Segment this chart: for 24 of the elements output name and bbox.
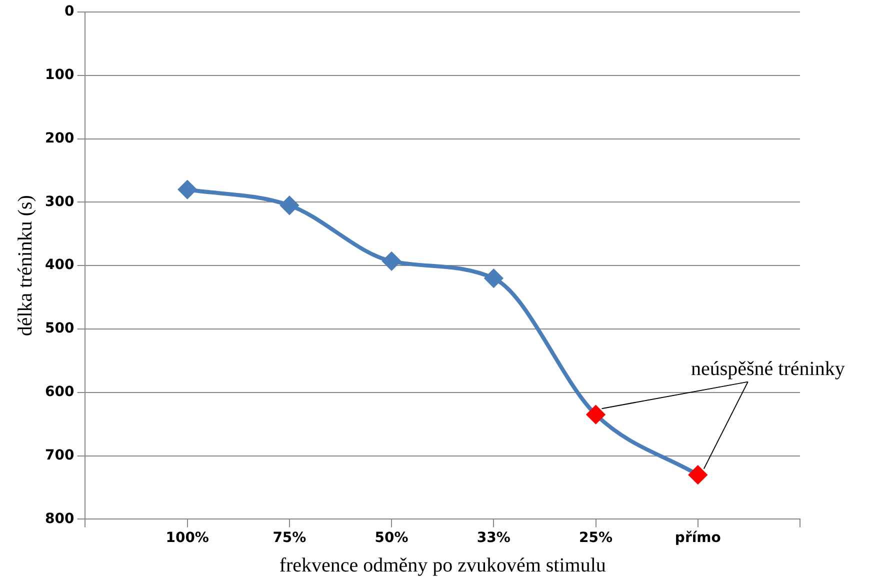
x-tick-label: 33% (476, 530, 510, 546)
point (586, 406, 605, 424)
point (280, 196, 298, 214)
x-axis-title: frekvence odměny po zvukovém stimulu (279, 554, 606, 576)
x-tick-label: 50% (374, 530, 408, 546)
x-tick-label: 100% (166, 530, 209, 546)
x-tick-label: přímo (674, 530, 722, 546)
y-tick-label: 600 (44, 384, 74, 400)
y-tick-label: 0 (64, 4, 74, 20)
point (484, 269, 503, 288)
y-tick-label: 500 (44, 320, 74, 337)
y-tick-label: 200 (44, 130, 74, 146)
y-tick-label: 800 (44, 510, 74, 527)
y-tick-label: 100 (44, 67, 74, 84)
x-tick-label: 25% (579, 530, 613, 546)
x-tick-label: 75% (272, 530, 306, 546)
point (688, 466, 707, 484)
point (178, 180, 196, 199)
y-tick-label: 400 (44, 257, 74, 274)
y-axis-title: délka tréninku (s) (14, 195, 36, 336)
annotation: neúspěšné tréninky (690, 358, 845, 380)
point (382, 252, 401, 270)
y-tick-label: 300 (44, 194, 74, 210)
y-tick-label: 700 (44, 447, 74, 464)
